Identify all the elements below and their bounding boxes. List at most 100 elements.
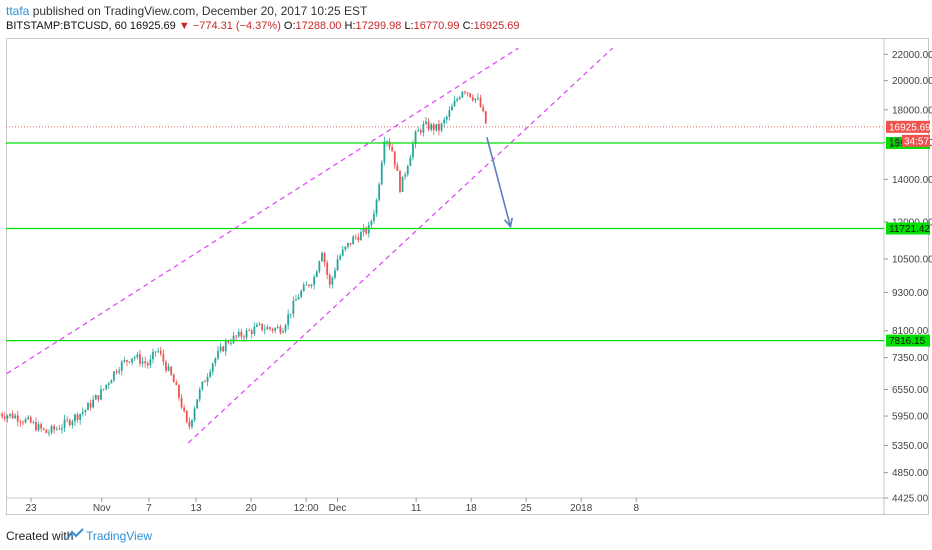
created-with-text: Created with xyxy=(6,529,74,543)
candle-body xyxy=(29,417,32,423)
candle-body xyxy=(113,371,115,381)
candle-body xyxy=(196,399,199,409)
candle-body xyxy=(362,227,365,232)
x-tick-label: Nov xyxy=(93,503,111,514)
candle-body xyxy=(406,165,409,175)
channel-lower-line xyxy=(187,47,614,444)
candle-body xyxy=(131,358,134,363)
y-tick-label: 22000.00 xyxy=(892,50,932,61)
forecast-arrowhead xyxy=(503,217,513,229)
candle-body xyxy=(430,124,433,130)
candle-body xyxy=(435,123,438,131)
y-tick-label: 8100.00 xyxy=(892,326,929,337)
candle-body xyxy=(42,428,45,430)
candle-body xyxy=(118,370,121,373)
candle-body xyxy=(295,299,297,301)
candle-body xyxy=(100,389,102,400)
candle-body xyxy=(399,170,401,192)
candle-body xyxy=(211,363,214,372)
change-value: ▼ −774.31 (−4.37%) xyxy=(178,20,281,32)
candle-body xyxy=(375,200,378,214)
candle-body xyxy=(404,174,407,177)
candle-body xyxy=(224,341,227,352)
price-chart[interactable]: 22000.0020000.0018000.0016000.0014000.00… xyxy=(0,38,932,518)
candle-body xyxy=(217,350,219,359)
candle-body xyxy=(425,121,427,124)
candle-body xyxy=(40,424,43,429)
author-link[interactable]: ttafa xyxy=(6,4,30,18)
candle-body xyxy=(222,346,225,352)
low-value: 16770.99 xyxy=(413,20,460,32)
candle-body xyxy=(378,184,381,201)
channel-upper-line xyxy=(6,47,519,375)
candle-body xyxy=(237,331,240,337)
candle-body xyxy=(448,110,451,117)
candle-body xyxy=(19,421,22,423)
candle-body xyxy=(157,350,160,352)
candle-body xyxy=(282,331,284,333)
candle-body xyxy=(172,374,175,383)
candle-body xyxy=(474,98,477,101)
candle-body xyxy=(170,366,173,375)
candle-body xyxy=(451,106,453,111)
candle-body xyxy=(92,399,95,408)
candle-body xyxy=(334,270,336,278)
last-price-tag xyxy=(886,120,930,133)
candle-body xyxy=(201,381,204,390)
x-tick-label: 2018 xyxy=(570,503,593,514)
candle-body xyxy=(464,91,466,93)
candle-body xyxy=(479,97,482,108)
candle-body xyxy=(466,92,469,94)
candle-body xyxy=(326,262,329,275)
candle-body xyxy=(128,361,131,363)
y-tick-label: 20000.00 xyxy=(892,76,932,87)
support-price-label: 11721.42 xyxy=(889,224,930,235)
candle-body xyxy=(274,328,277,331)
candle-body xyxy=(323,253,326,263)
x-tick-label: Dec xyxy=(329,503,347,514)
publish-text: published on TradingView.com, December 2… xyxy=(32,4,368,18)
candle-body xyxy=(482,107,485,112)
support-price-label: 7816.15 xyxy=(889,336,926,347)
candle-body xyxy=(185,410,188,422)
candle-body xyxy=(81,411,84,414)
candle-body xyxy=(469,93,472,98)
candle-body xyxy=(110,380,113,384)
candle-body xyxy=(315,271,318,277)
candle-body xyxy=(178,385,180,398)
candle-body xyxy=(250,330,253,334)
candle-body xyxy=(120,361,123,371)
candle-body xyxy=(417,130,420,132)
candle-body xyxy=(321,253,323,262)
y-tick-label: 10500.00 xyxy=(892,254,932,265)
candle-body xyxy=(22,422,24,423)
candle-body xyxy=(66,419,69,421)
candle-body xyxy=(11,413,14,419)
candle-body xyxy=(183,407,186,411)
candle-body xyxy=(240,331,243,337)
candle-body xyxy=(84,409,87,412)
candle-body xyxy=(193,408,196,420)
candle-body xyxy=(87,403,89,410)
candle-body xyxy=(347,242,349,247)
candle-body xyxy=(266,327,269,330)
candle-body xyxy=(412,143,414,158)
candle-body xyxy=(414,131,417,144)
candle-body xyxy=(206,376,209,383)
y-tick-label: 18000.00 xyxy=(892,105,932,116)
open-value: 17288.00 xyxy=(295,20,342,32)
tradingview-brand-link[interactable]: TradingView xyxy=(86,529,153,543)
candle-body xyxy=(9,413,11,416)
candle-body xyxy=(209,371,212,377)
close-value: 16925.69 xyxy=(473,20,520,32)
candle-body xyxy=(308,284,310,287)
y-tick-label: 5350.00 xyxy=(892,441,929,452)
candle-body xyxy=(297,296,300,300)
countdown-label: 34:57 xyxy=(904,136,929,147)
candle-body xyxy=(133,357,136,359)
candle-body xyxy=(261,323,264,331)
tradingview-logo-icon xyxy=(66,528,84,540)
support-price-tag xyxy=(886,334,930,347)
candle-body xyxy=(14,415,17,419)
candle-body xyxy=(76,414,79,420)
